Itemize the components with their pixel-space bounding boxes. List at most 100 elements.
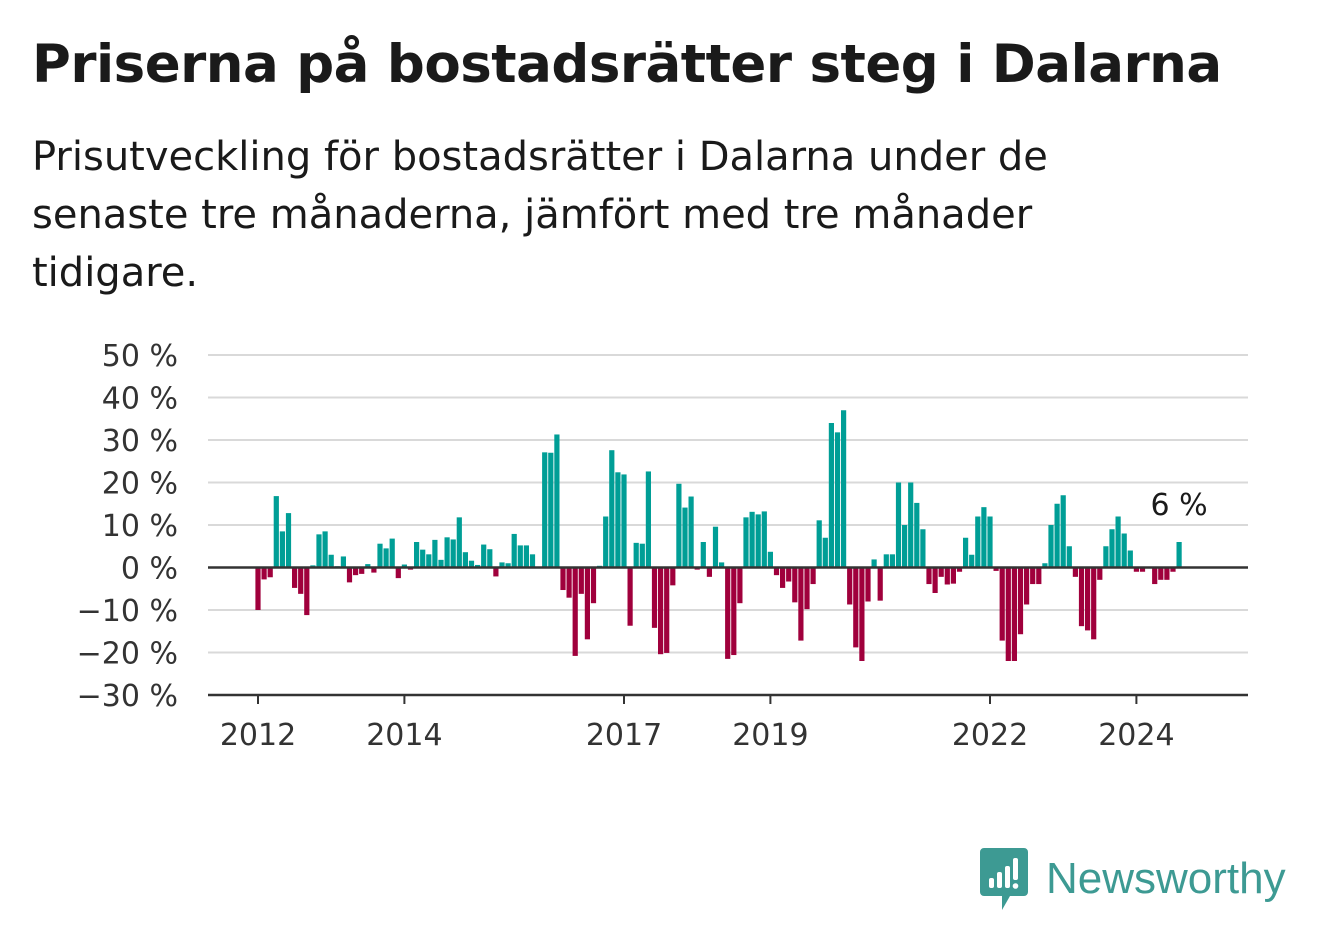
bar — [1091, 567, 1097, 640]
bar — [475, 564, 481, 568]
y-tick-label: 30 % — [102, 424, 178, 459]
bar — [267, 567, 273, 578]
bar — [414, 542, 420, 568]
bar — [584, 567, 590, 640]
bar — [432, 539, 438, 568]
brand-name: Newsworthy — [1046, 854, 1286, 903]
bar — [554, 434, 560, 568]
bar — [1170, 567, 1176, 572]
bar — [1121, 533, 1127, 568]
bar — [780, 567, 786, 588]
chart-subtitle: Prisutveckling för bostadsrätter i Dalar… — [32, 134, 1048, 296]
bar — [761, 511, 767, 568]
bar — [834, 432, 841, 568]
x-tick-label: 2024 — [1098, 718, 1174, 753]
bar — [1115, 516, 1121, 568]
bar — [920, 529, 926, 568]
x-tick-label: 2019 — [732, 718, 808, 753]
bar — [462, 552, 468, 568]
bar — [298, 567, 304, 594]
bar — [316, 534, 322, 568]
bar — [487, 549, 493, 568]
bar — [1133, 567, 1139, 572]
bar — [1109, 529, 1115, 568]
bar-chart: 50 % 40 % 30 % 20 % 10 % 0 % −10 % −20 % −30 % 20… — [77, 339, 1248, 753]
bar — [639, 543, 645, 568]
bar — [572, 567, 578, 656]
bar — [627, 567, 633, 626]
bar — [688, 496, 694, 568]
bar — [902, 525, 908, 568]
bar — [517, 545, 523, 568]
bar — [523, 545, 529, 568]
x-tick-label: 2022 — [952, 718, 1028, 753]
bar — [676, 483, 682, 568]
x-tick-label: 2014 — [366, 718, 442, 753]
bar — [651, 567, 658, 628]
axes — [208, 566, 1248, 704]
bar — [468, 560, 475, 568]
bar — [609, 450, 615, 568]
bar — [987, 516, 993, 568]
bar — [999, 567, 1005, 641]
bar — [279, 531, 285, 568]
bar — [1024, 567, 1030, 605]
bar — [956, 567, 963, 572]
bar — [444, 537, 450, 568]
bar — [908, 482, 914, 568]
bar — [1103, 546, 1109, 568]
bar — [871, 559, 877, 568]
bar — [371, 567, 377, 573]
bar — [743, 517, 749, 568]
bar — [664, 567, 670, 653]
bar — [859, 567, 865, 661]
bar — [493, 567, 499, 577]
bar — [261, 567, 267, 580]
bar — [511, 533, 517, 568]
newsworthy-logo-icon — [980, 848, 1028, 910]
y-tick-label: 20 % — [102, 467, 178, 502]
bar — [1011, 567, 1017, 661]
bar — [560, 567, 566, 591]
bar — [1164, 567, 1170, 580]
bar — [1176, 542, 1182, 568]
bar — [1072, 567, 1078, 577]
bar — [365, 564, 371, 568]
bar — [1152, 567, 1158, 585]
bar — [621, 474, 627, 568]
bar — [749, 511, 755, 568]
chart-title: Priserna på bostadsrätter steg i Dalarna — [32, 34, 1222, 95]
bar — [615, 472, 621, 568]
bar — [950, 567, 956, 584]
bar — [590, 567, 597, 604]
bar — [304, 567, 310, 616]
bar — [450, 539, 456, 568]
bar — [1060, 495, 1066, 568]
y-tick-label: −20 % — [77, 637, 178, 672]
bar — [1048, 525, 1054, 568]
bar — [542, 452, 548, 568]
bar — [346, 567, 353, 583]
bar — [1042, 563, 1048, 568]
bar — [700, 542, 706, 568]
newsworthy-logo: Newsworthy — [980, 848, 1286, 910]
bar — [725, 567, 731, 659]
y-tick-label: 40 % — [102, 382, 178, 417]
bar — [773, 567, 780, 576]
tick-labels: 50 % 40 % 30 % 20 % 10 % 0 % −10 % −20 % −30 % 20… — [77, 339, 1210, 753]
bar — [755, 514, 761, 568]
last-value-label: 6 % — [1151, 488, 1208, 523]
bar — [798, 567, 804, 641]
bar — [401, 564, 407, 568]
bar — [633, 542, 639, 568]
bar — [804, 567, 810, 610]
bar — [658, 567, 664, 655]
value-label-background — [1143, 486, 1210, 520]
bar — [865, 567, 871, 602]
bar — [932, 567, 938, 593]
bar — [548, 452, 554, 568]
bar — [285, 513, 292, 568]
bar — [737, 567, 743, 604]
bar — [963, 537, 969, 568]
y-tick-label: 0 % — [121, 552, 178, 587]
